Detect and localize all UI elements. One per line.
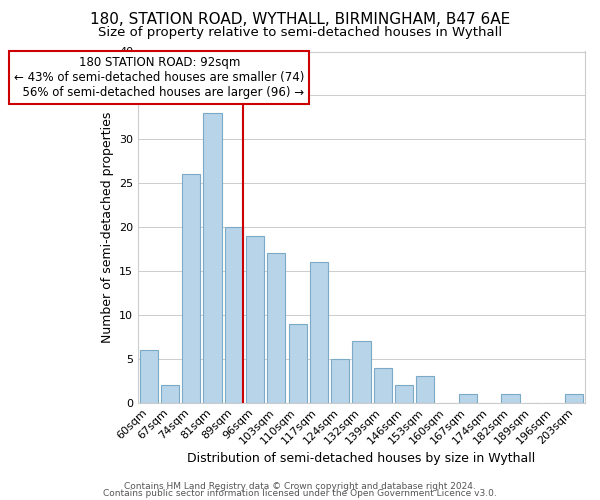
Bar	[352, 341, 371, 402]
Bar	[331, 359, 349, 403]
Text: Size of property relative to semi-detached houses in Wythall: Size of property relative to semi-detach…	[98, 26, 502, 39]
Bar	[289, 324, 307, 402]
Bar	[246, 236, 264, 402]
Bar	[310, 262, 328, 402]
Text: Contains HM Land Registry data © Crown copyright and database right 2024.: Contains HM Land Registry data © Crown c…	[124, 482, 476, 491]
Bar	[565, 394, 583, 402]
Bar	[416, 376, 434, 402]
Bar	[459, 394, 477, 402]
Bar	[502, 394, 520, 402]
Bar	[161, 385, 179, 402]
Bar	[182, 174, 200, 402]
Bar	[268, 254, 286, 402]
Y-axis label: Number of semi-detached properties: Number of semi-detached properties	[101, 112, 113, 343]
Text: 180 STATION ROAD: 92sqm
← 43% of semi-detached houses are smaller (74)
  56% of : 180 STATION ROAD: 92sqm ← 43% of semi-de…	[14, 56, 305, 99]
Text: 180, STATION ROAD, WYTHALL, BIRMINGHAM, B47 6AE: 180, STATION ROAD, WYTHALL, BIRMINGHAM, …	[90, 12, 510, 28]
Bar	[203, 113, 221, 403]
Bar	[140, 350, 158, 403]
Bar	[395, 385, 413, 402]
X-axis label: Distribution of semi-detached houses by size in Wythall: Distribution of semi-detached houses by …	[187, 452, 536, 465]
Bar	[225, 227, 243, 402]
Bar	[374, 368, 392, 402]
Text: Contains public sector information licensed under the Open Government Licence v3: Contains public sector information licen…	[103, 490, 497, 498]
